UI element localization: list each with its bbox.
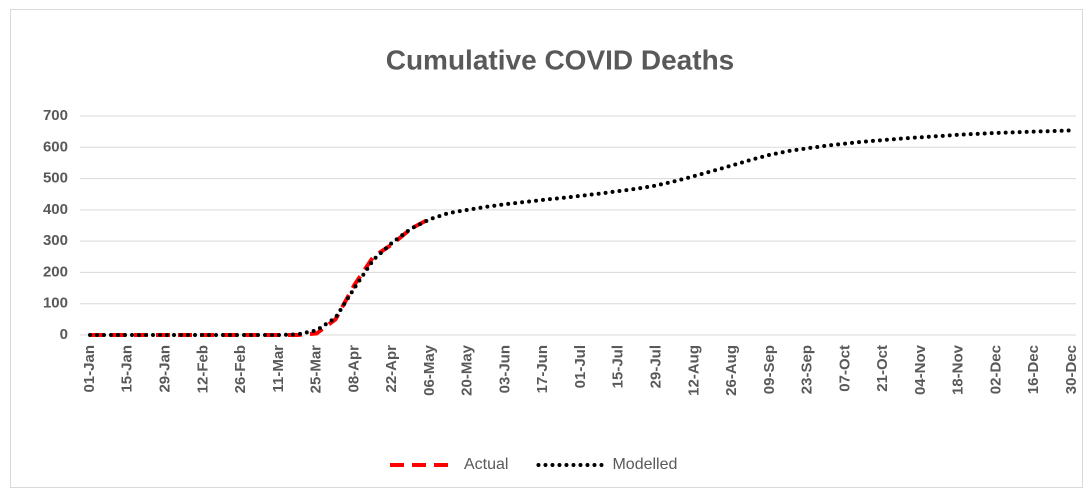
y-tick-label: 0 — [60, 326, 68, 343]
x-tick-label: 22-Apr — [383, 345, 400, 393]
x-tick-label: 12-Feb — [194, 345, 211, 393]
y-tick-label: 700 — [43, 107, 68, 124]
x-tick-label: 21-Oct — [874, 345, 891, 392]
x-tick-label: 06-May — [421, 344, 438, 396]
x-tick-label: 23-Sep — [799, 345, 816, 394]
x-tick-label: 01-Jan — [81, 345, 98, 393]
legend-label: Actual — [464, 456, 508, 473]
y-tick-label: 500 — [43, 170, 68, 187]
x-tick-label: 16-Dec — [1025, 345, 1042, 394]
x-tick-label: 08-Apr — [345, 345, 362, 393]
x-tick-label: 09-Sep — [761, 345, 778, 394]
x-tick-label: 02-Dec — [987, 345, 1004, 394]
chart-frame — [10, 9, 1083, 488]
x-tick-label: 26-Feb — [232, 345, 249, 393]
x-tick-label: 29-Jan — [157, 345, 174, 393]
series-line — [88, 128, 1074, 337]
x-tick-label: 12-Aug — [685, 345, 702, 396]
chart-title: Cumulative COVID Deaths — [386, 44, 735, 75]
x-tick-label: 26-Aug — [723, 345, 740, 396]
x-tick-label: 18-Nov — [950, 344, 967, 395]
x-tick-label: 15-Jan — [119, 345, 136, 393]
x-tick-label: 04-Nov — [912, 344, 929, 395]
y-tick-label: 400 — [43, 201, 68, 218]
x-tick-label: 01-Jul — [572, 345, 589, 388]
legend-label: Modelled — [612, 456, 677, 473]
y-tick-label: 600 — [43, 138, 68, 155]
x-tick-label: 15-Jul — [610, 345, 627, 388]
y-tick-label: 100 — [43, 295, 68, 312]
x-tick-label: 17-Jun — [534, 345, 551, 393]
x-tick-label: 20-May — [459, 344, 476, 396]
x-tick-label: 25-Mar — [308, 345, 325, 394]
y-tick-label: 200 — [43, 263, 68, 280]
x-tick-label: 30-Dec — [1063, 345, 1080, 394]
x-tick-label: 07-Oct — [836, 345, 853, 392]
y-tick-label: 300 — [43, 232, 68, 249]
x-tick-label: 29-Jul — [648, 345, 665, 388]
x-tick-label: 11-Mar — [270, 345, 287, 393]
x-tick-label: 03-Jun — [496, 345, 513, 393]
